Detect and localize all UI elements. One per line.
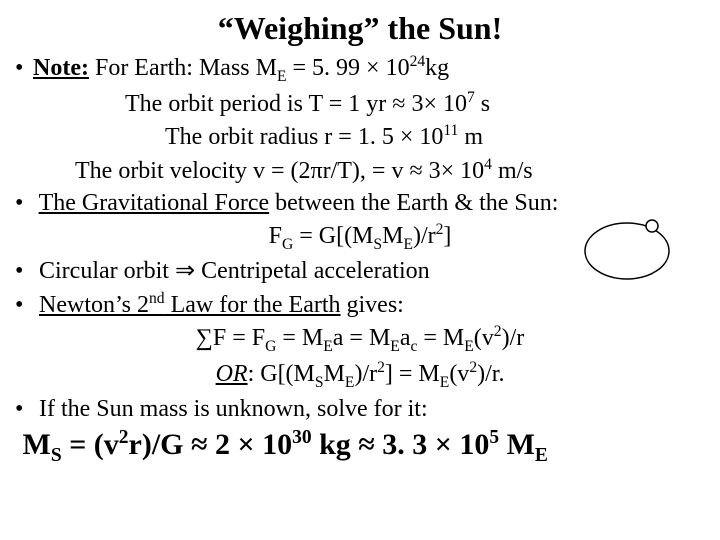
line-final: MS = (v2r)/G ≈ 2 × 1030 kg ≈ 3. 3 × 105 …: [15, 427, 705, 467]
line-or: OR: G[(MSME)/r2] = ME(v2)/r.: [15, 357, 705, 393]
grav-force-label: The Gravitational Force: [39, 190, 270, 216]
line-sumf: ∑F = FG = MEa = MEac = ME(v2)/r: [15, 321, 705, 357]
note-label: Note:: [33, 55, 89, 81]
line-solve: • If the Sun mass is unknown, solve for …: [15, 393, 705, 425]
line-note: •Note: For Earth: Mass ME = 5. 99 × 1024…: [15, 51, 705, 87]
orbit-diagram: [580, 213, 675, 292]
line-period: The orbit period is T = 1 yr ≈ 3× 107 s: [15, 87, 705, 120]
line-radius: The orbit radius r = 1. 5 × 1011 m: [15, 120, 705, 153]
line-fg-equation: FG = G[(MSME)/r2]: [15, 219, 705, 255]
line-velocity: The orbit velocity v = (2πr/T), = v ≈ 3×…: [15, 154, 705, 187]
page-title: “Weighing” the Sun!: [15, 10, 705, 47]
